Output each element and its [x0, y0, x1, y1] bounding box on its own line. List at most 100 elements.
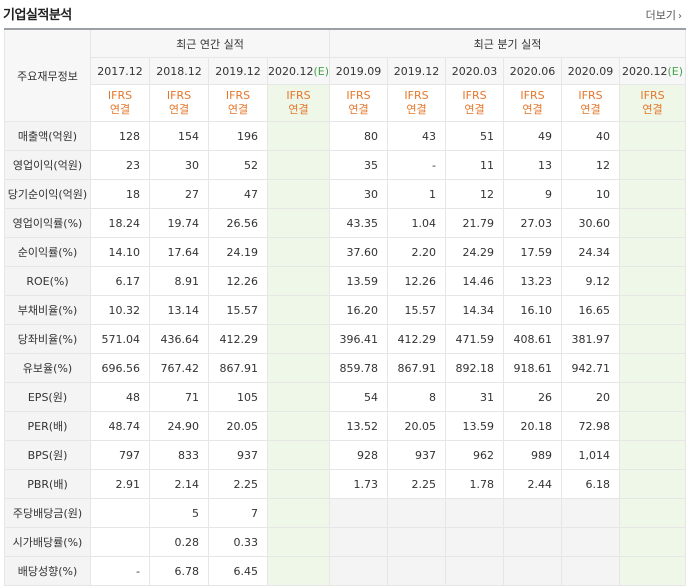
quarter-value-cell: 1.73 [329, 469, 389, 499]
quarter-value-cell: 13.59 [329, 266, 389, 296]
annual-value-cell [266, 382, 331, 412]
table-row: 주당배당금(원) 5 7 [4, 498, 687, 528]
ifrs-cell: IFRS 연결 [503, 84, 563, 122]
row-label: 부채비율(%) [4, 295, 91, 325]
quarter-value-cell [561, 556, 621, 586]
annual-value-cell: 27 [149, 179, 209, 209]
annual-value-cell: 105 [208, 382, 268, 412]
annual-value-cell: 767.42 [149, 353, 209, 383]
period-quarter-estimate-base: 2020.12 [622, 64, 668, 78]
quarter-value-cell: 80 [329, 121, 389, 151]
table-row: 순이익률(%) 14.10 17.64 24.19 37.60 2.20 24.29 17.5… [4, 237, 687, 267]
period-quarter-3: 2020.06 [503, 57, 563, 85]
more-link[interactable]: 더보기 › [646, 7, 682, 23]
ifrs-label: IFRS [225, 89, 251, 102]
ifrs-label: IFRS [640, 89, 665, 102]
quarter-value-cell: 21.79 [445, 208, 505, 238]
ifrs-label: IFRS [462, 89, 487, 102]
quarter-value-cell [619, 121, 687, 151]
quarter-value-cell: 8 [387, 382, 447, 412]
table-row: PBR(배) 2.91 2.14 2.25 1.73 2.25 1.78 2.44 6.18 [4, 469, 687, 499]
annual-value-cell: 696.56 [90, 353, 150, 383]
row-label: 유보율(%) [4, 353, 91, 383]
period-annual-1: 2018.12 [149, 57, 209, 85]
annual-value-cell: 15.57 [208, 295, 268, 325]
consolidated-label: 연결 [227, 103, 249, 116]
annual-value-cell: 436.64 [149, 324, 209, 354]
annual-value-cell: 833 [149, 440, 209, 470]
row-label: 매출액(억원) [4, 121, 91, 151]
annual-value-cell [266, 208, 331, 238]
annual-value-cell: 48 [90, 382, 150, 412]
quarter-value-cell [503, 527, 563, 557]
more-link-label: 더보기 [645, 9, 676, 22]
quarter-value-cell: 43 [387, 121, 447, 151]
annual-value-cell: 20.05 [208, 411, 268, 441]
quarter-value-cell [619, 150, 687, 180]
row-label: ROE(%) [4, 266, 91, 296]
quarter-value-cell: 13.52 [329, 411, 389, 441]
consolidated-label: 연결 [642, 103, 663, 116]
financial-summary-table: 주요재무정보 최근 연간 실적 최근 분기 실적 2017.12 2018.12 2… [4, 28, 687, 586]
ifrs-cell: IFRS 연결 [619, 84, 687, 122]
table-row: 유보율(%) 696.56 767.42 867.91 859.78 867.91 892.… [4, 353, 687, 383]
consolidated-label: 연결 [580, 103, 601, 116]
table-row: PER(배) 48.74 24.90 20.05 13.52 20.05 13.59 20.1… [4, 411, 687, 441]
annual-value-cell [266, 469, 331, 499]
annual-value-cell: 0.28 [149, 527, 209, 557]
consolidated-label: 연결 [288, 103, 309, 116]
group-annual-header: 최근 연간 실적 [89, 28, 331, 58]
annual-value-cell: 24.19 [208, 237, 268, 267]
annual-value-cell: 12.26 [208, 266, 268, 296]
ifrs-cell: IFRS 연결 [149, 84, 209, 122]
table-row: ROE(%) 6.17 8.91 12.26 13.59 12.26 14.46 13.23 9… [4, 266, 687, 296]
quarter-value-cell [619, 266, 687, 296]
annual-value-cell: 26.56 [208, 208, 268, 238]
annual-value-cell: 571.04 [90, 324, 150, 354]
annual-value-cell [266, 266, 331, 296]
quarter-value-cell: 40 [561, 121, 621, 151]
quarter-value-cell: 16.65 [561, 295, 621, 325]
quarter-value-cell: 16.20 [329, 295, 389, 325]
quarter-value-cell [445, 527, 505, 557]
quarter-value-cell [619, 208, 687, 238]
table-row: 시가배당률(%) 0.28 0.33 [4, 527, 687, 557]
table-row: 영업이익률(%) 18.24 19.74 26.56 43.35 1.04 21.79 27.… [4, 208, 687, 238]
table-row: 영업이익(억원) 23 30 52 35-11 13 12 [4, 150, 687, 180]
ifrs-cell: IFRS 연결 [445, 84, 505, 122]
annual-value-cell [266, 324, 331, 354]
quarter-value-cell: 14.46 [445, 266, 505, 296]
quarter-value-cell: 396.41 [329, 324, 389, 354]
annual-value-cell: 18.24 [90, 208, 150, 238]
quarter-value-cell: 72.98 [561, 411, 621, 441]
quarter-value-cell: 6.18 [561, 469, 621, 499]
annual-value-cell: 2.14 [149, 469, 209, 499]
annual-value-cell: 23 [90, 150, 150, 180]
period-quarter-1: 2019.12 [387, 57, 447, 85]
annual-value-cell: 52 [208, 150, 268, 180]
quarter-value-cell: 928 [329, 440, 389, 470]
estimate-mark: (E) [313, 64, 330, 78]
quarter-value-cell: 9.12 [561, 266, 621, 296]
quarter-value-cell [387, 556, 447, 586]
quarter-value-cell [619, 324, 687, 354]
consolidated-label: 연결 [522, 103, 543, 116]
quarter-value-cell: 892.18 [445, 353, 505, 383]
annual-value-cell: 7 [208, 498, 268, 528]
quarter-value-cell [619, 556, 687, 586]
table-row: 당기순이익(억원) 18 27 47 30 1 12 9 10 [4, 179, 687, 209]
quarter-value-cell: 26 [503, 382, 563, 412]
quarter-value-cell: 43.35 [329, 208, 389, 238]
quarter-value-cell: 24.34 [561, 237, 621, 267]
period-annual-estimate-base: 2020.12 [268, 64, 314, 78]
annual-value-cell [266, 411, 331, 441]
row-label: 영업이익(억원) [4, 150, 91, 180]
section-title: 기업실적분석 [3, 8, 72, 23]
annual-value-cell: 71 [149, 382, 209, 412]
annual-value-cell [266, 353, 331, 383]
quarter-value-cell: 1 [387, 179, 447, 209]
annual-value-cell: 0.33 [208, 527, 268, 557]
quarter-value-cell: 31 [445, 382, 505, 412]
ifrs-label: IFRS [286, 89, 311, 102]
ifrs-cell: IFRS 연결 [387, 84, 447, 122]
